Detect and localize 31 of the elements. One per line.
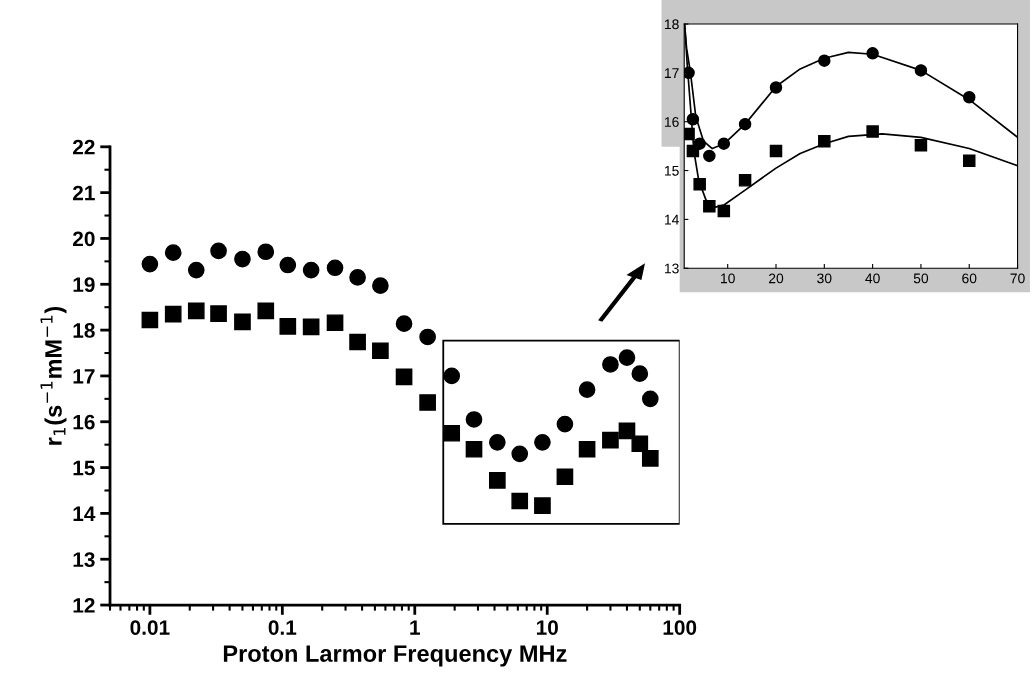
- y-tick-label: 22: [72, 139, 95, 155]
- y-tick-label: 17: [73, 369, 95, 384]
- x-tick-label: 10: [536, 620, 558, 635]
- x-tick-label: 40: [865, 273, 880, 284]
- x-tick-label: 10: [721, 273, 735, 284]
- x-tick-label: 70: [1010, 273, 1025, 284]
- x-tick-label: 0.01: [130, 620, 170, 635]
- y-tick-label: 18: [73, 323, 95, 338]
- y-tick-label: 15: [73, 460, 95, 476]
- y-tick-label: 18: [664, 19, 679, 30]
- x-tick-label: 20: [768, 273, 784, 284]
- x-axis-title: Proton Larmor Frequency MHz: [223, 645, 567, 667]
- y-tick-label: 13: [73, 552, 95, 568]
- y-tick-label: 16: [664, 117, 679, 127]
- y-tick-label: 12: [73, 598, 95, 613]
- y-tick-label: 14: [664, 214, 679, 225]
- y-tick-label: 19: [73, 277, 95, 293]
- x-tick-label: 100: [663, 620, 697, 635]
- x-tick-label: 0.1: [268, 620, 297, 635]
- y-tick-label: 13: [664, 263, 679, 274]
- y-axis-title: r$_{1}$(s$^{−1}$mM$^{−1}$): [40, 306, 67, 445]
- y-tick-label: 20: [72, 231, 95, 247]
- x-tick-label: 1: [410, 620, 420, 635]
- x-tick-label: 30: [817, 273, 832, 284]
- y-tick-label: 14: [73, 506, 96, 521]
- y-tick-label: 16: [73, 414, 95, 430]
- x-tick-label: 60: [962, 273, 977, 284]
- y-tick-label: 21: [72, 185, 95, 201]
- y-tick-label: 15: [664, 166, 679, 176]
- x-tick-label: 50: [913, 273, 929, 284]
- y-tick-label: 17: [664, 68, 679, 78]
